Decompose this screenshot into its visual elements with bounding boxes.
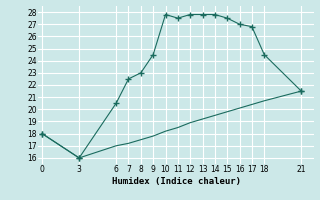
X-axis label: Humidex (Indice chaleur): Humidex (Indice chaleur) (111, 177, 241, 186)
